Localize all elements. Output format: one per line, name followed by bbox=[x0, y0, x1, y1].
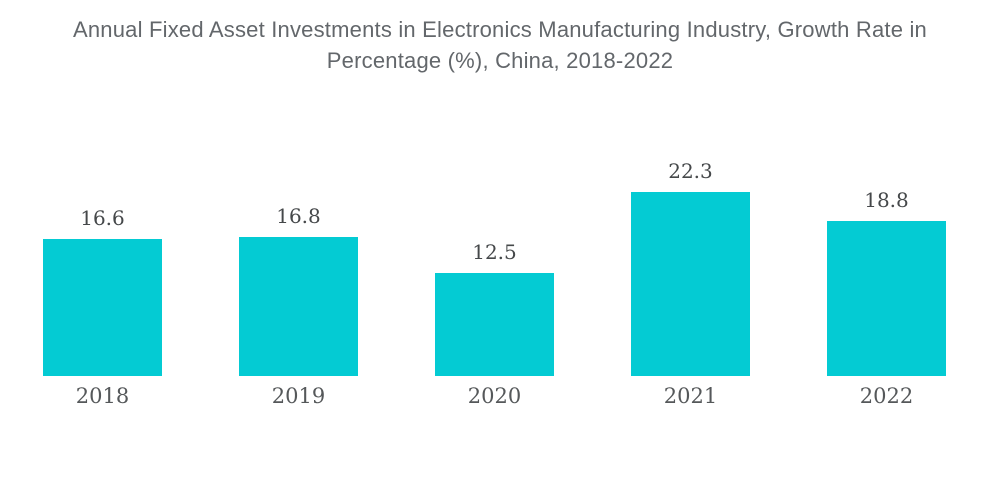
bar-value-label: 18.8 bbox=[864, 188, 909, 212]
bar-value-label: 16.8 bbox=[276, 204, 321, 228]
x-axis-tick-label: 2018 bbox=[75, 384, 130, 408]
bar-value-label: 12.5 bbox=[472, 240, 517, 264]
bar-2022 bbox=[827, 221, 946, 376]
x-axis-tick-label: 2022 bbox=[859, 384, 914, 408]
bar-2021 bbox=[631, 192, 750, 376]
bar-2019 bbox=[239, 237, 358, 376]
bar-2020 bbox=[435, 273, 554, 376]
x-axis-tick-label: 2020 bbox=[467, 384, 522, 408]
bar-2018 bbox=[43, 239, 162, 376]
bar-value-label: 22.3 bbox=[668, 159, 713, 183]
bar-value-label: 16.6 bbox=[80, 206, 125, 230]
chart-title: Annual Fixed Asset Investments in Electr… bbox=[72, 17, 927, 73]
x-axis-tick-label: 2021 bbox=[663, 384, 718, 408]
x-axis-tick-label: 2019 bbox=[271, 384, 326, 408]
